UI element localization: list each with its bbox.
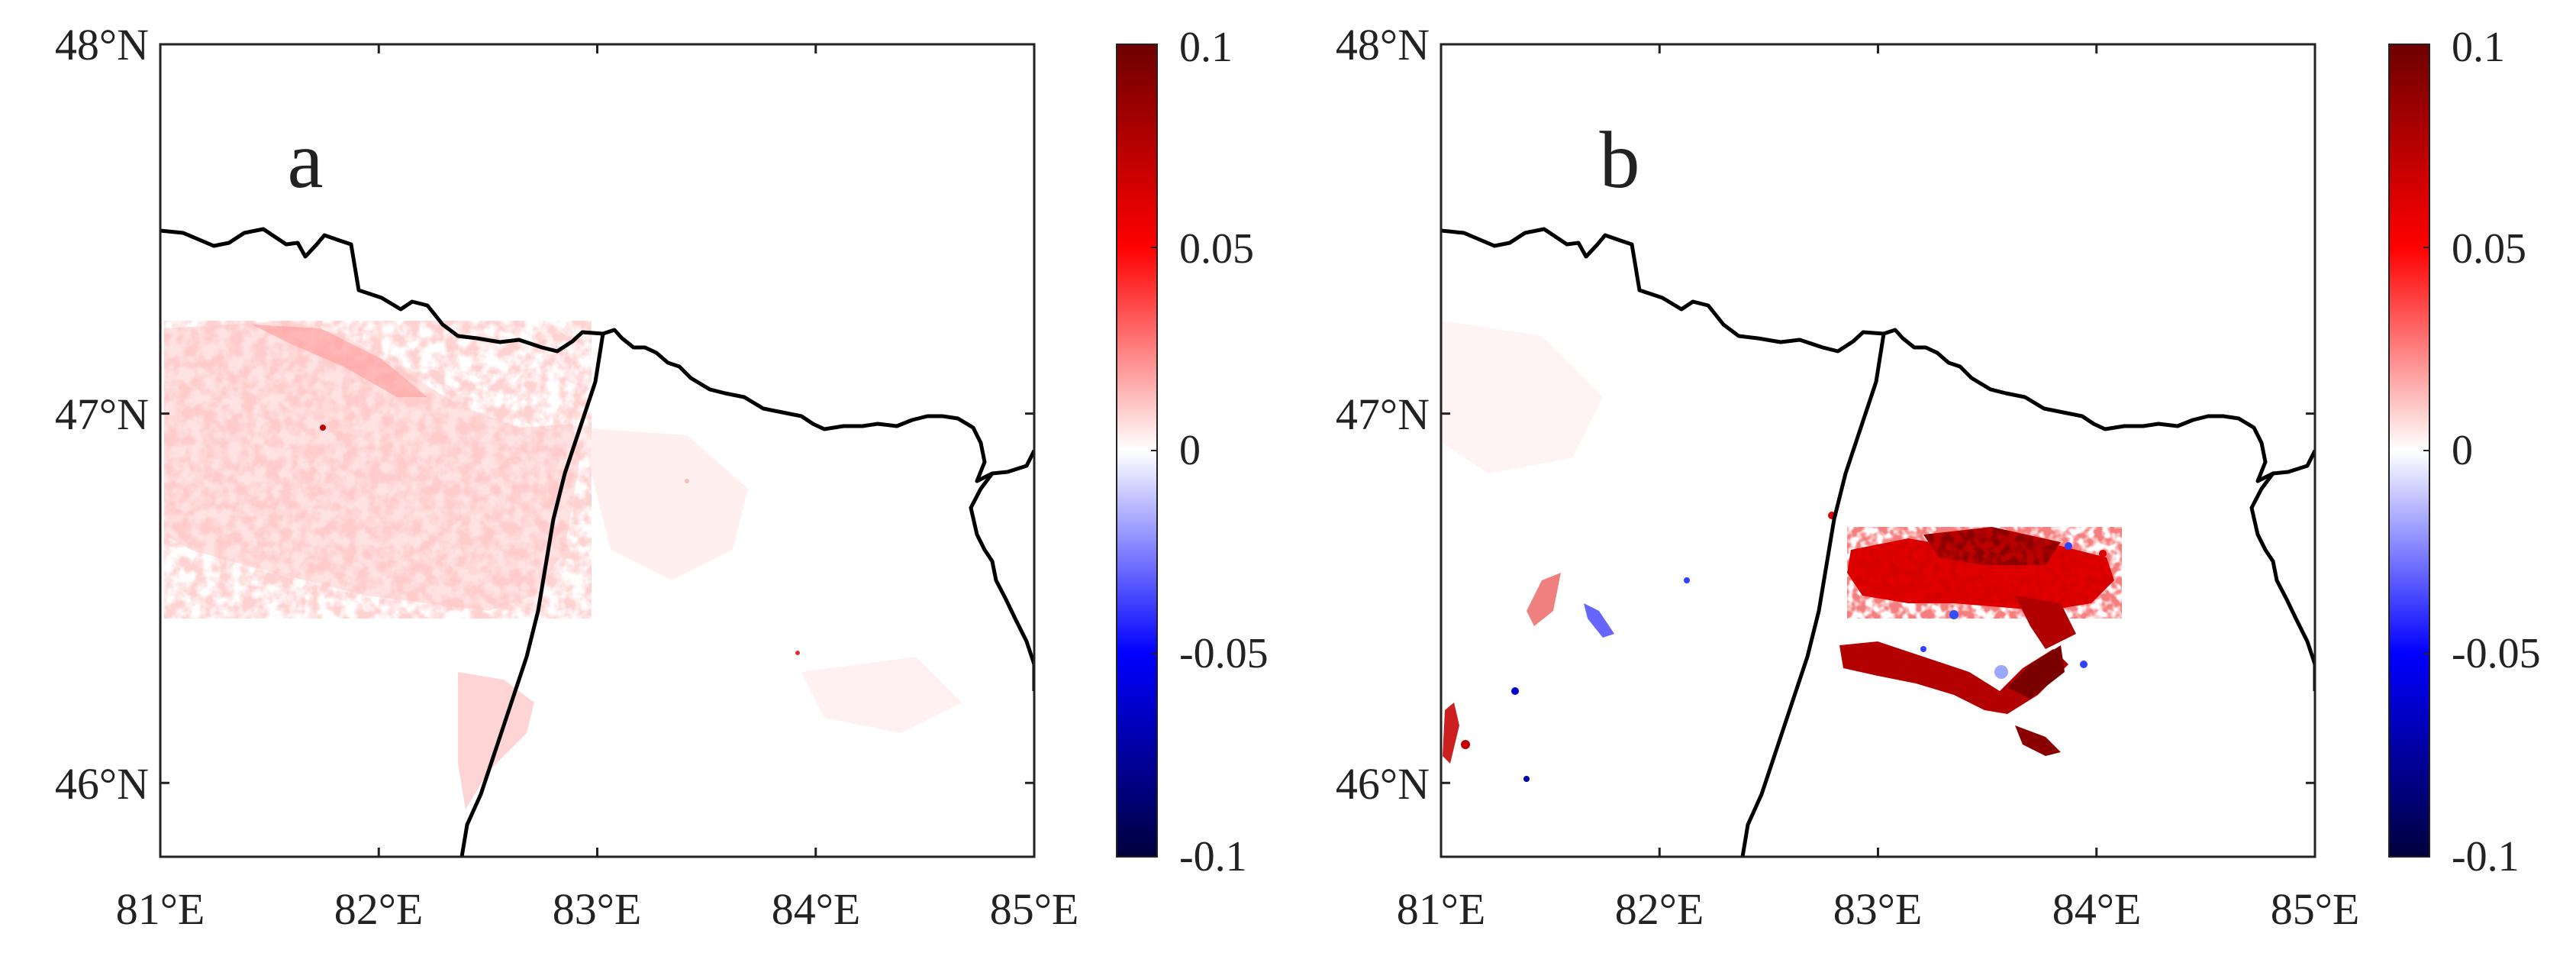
lon-label: 85°E <box>990 884 1079 934</box>
colorbar-tick-label: -0.1 <box>1179 833 1247 880</box>
colorbar-tick-label: -0.05 <box>1179 630 1269 677</box>
colorbar-ramp <box>1116 44 1158 858</box>
map-panel-b: b 81°E 82°E 83°E 84°E 85°E 48°N 47°N 46°… <box>1336 20 2541 934</box>
lon-label: 81°E <box>1397 884 1486 934</box>
longitude-labels: 81°E 82°E 83°E 84°E 85°E <box>1397 884 2360 934</box>
colorbar-tick-label: 0.1 <box>2452 24 2505 71</box>
colorbar-ramp <box>2388 44 2430 858</box>
data-field-b <box>1441 227 2315 857</box>
lat-label: 47°N <box>1336 389 1430 439</box>
data-field-a <box>160 227 1034 857</box>
colorbar-tick-label: 0.1 <box>1179 24 1233 71</box>
lat-label: 46°N <box>1336 759 1430 809</box>
latitude-labels: 48°N 47°N 46°N <box>1336 20 1430 809</box>
lon-label: 84°E <box>772 884 861 934</box>
longitude-labels: 81°E 82°E 83°E 84°E 85°E <box>116 884 1079 934</box>
map-panel-a: a 81°E 82°E 83°E 84°E 85°E 48°N 47°N 46°… <box>55 20 1269 934</box>
lat-label: 48°N <box>1336 20 1430 69</box>
lon-label: 83°E <box>1833 884 1923 934</box>
lat-label: 47°N <box>55 389 149 439</box>
panel-label: a <box>287 115 323 205</box>
colorbar-tick-label: 0 <box>1179 427 1201 474</box>
lon-label: 85°E <box>2271 884 2360 934</box>
axis-ticks <box>1440 43 2316 857</box>
colorbar-b: 0.1 0.05 0 -0.05 -0.1 <box>2388 24 2541 880</box>
lon-label: 82°E <box>334 884 424 934</box>
colorbar-a: 0.1 0.05 0 -0.05 -0.1 <box>1116 24 1269 880</box>
lon-label: 82°E <box>1615 884 1704 934</box>
lon-label: 83°E <box>553 884 642 934</box>
colorbar-tick-label: 0.05 <box>1179 225 1254 273</box>
colorbar-tick-label: 0 <box>2452 427 2473 474</box>
colorbar-tick-label: -0.05 <box>2452 630 2541 677</box>
colorbar-tick-label: 0.05 <box>2452 225 2526 273</box>
axis-ticks <box>159 43 1036 857</box>
lon-label: 81°E <box>116 884 205 934</box>
panel-label: b <box>1600 115 1640 205</box>
latitude-labels: 48°N 47°N 46°N <box>55 20 149 809</box>
lat-label: 46°N <box>55 759 149 809</box>
lat-label: 48°N <box>55 20 149 69</box>
lon-label: 84°E <box>2052 884 2142 934</box>
colorbar-tick-label: -0.1 <box>2452 833 2520 880</box>
